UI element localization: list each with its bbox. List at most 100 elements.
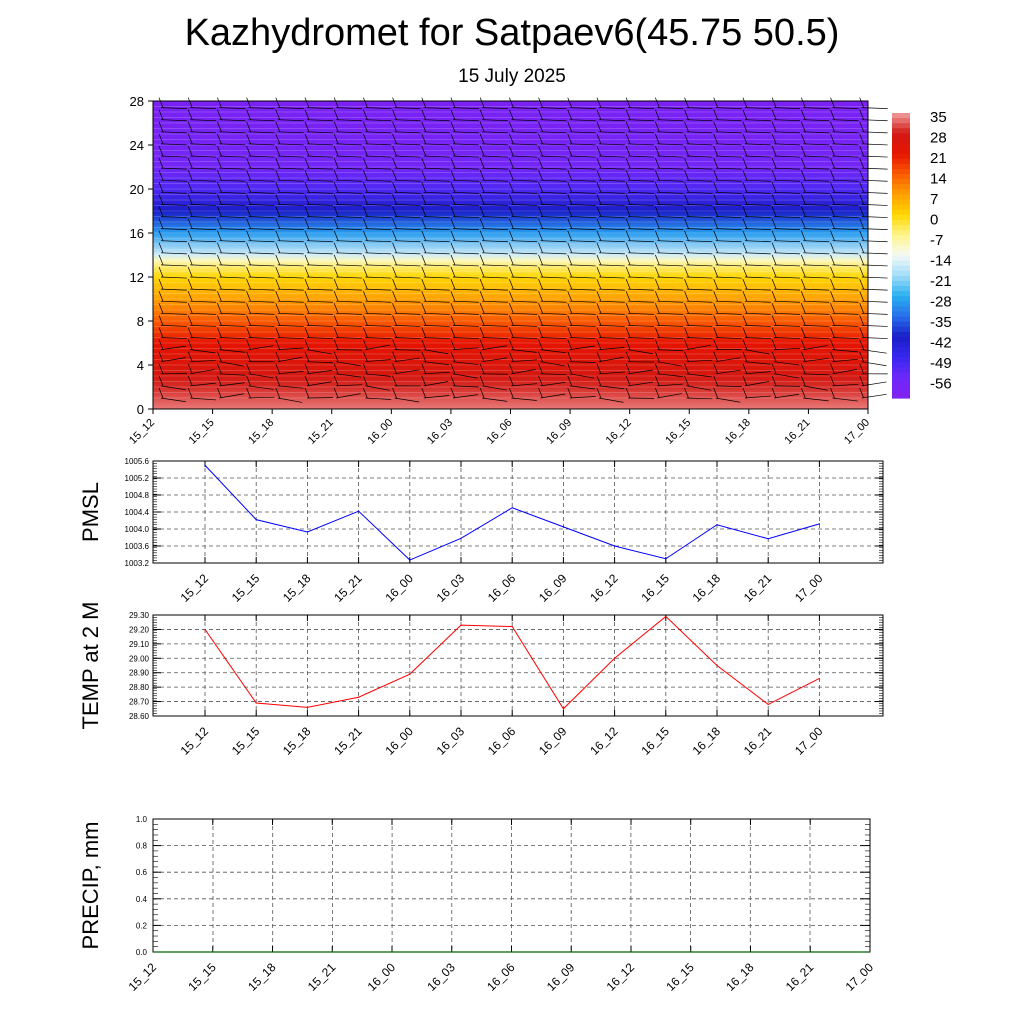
wind-barb-flag — [567, 121, 573, 132]
wind-barb-flag — [450, 327, 456, 338]
wind-barb — [774, 204, 801, 206]
wind-barb — [686, 288, 713, 291]
wind-barb — [482, 357, 508, 363]
colorbar-label: 0 — [930, 212, 938, 229]
wind-barb-flag — [363, 339, 368, 350]
wind-barb-flag — [246, 351, 251, 362]
wind-barb-flag — [304, 266, 310, 278]
wind-barb — [190, 276, 217, 279]
data-point — [460, 537, 462, 539]
wind-barb — [569, 155, 596, 158]
wind-barb — [861, 179, 888, 182]
y-tick-label: 0.8 — [136, 842, 148, 851]
wind-barb-flag — [800, 121, 806, 132]
wind-barb-flag — [421, 218, 427, 229]
wind-barb — [686, 155, 713, 158]
wind-barb — [569, 361, 596, 363]
wind-barb-flag — [509, 278, 514, 290]
wind-barb-flag — [392, 109, 397, 120]
wind-barb-flag — [450, 363, 456, 374]
wind-barb — [190, 131, 217, 134]
wind-barb-flag — [859, 97, 865, 108]
wind-barb-flag — [158, 182, 164, 193]
wind-barb — [540, 167, 567, 170]
wind-barb-flag — [509, 327, 514, 338]
wind-barb-flag — [275, 327, 281, 338]
wind-barb — [832, 312, 859, 315]
wind-barb-flag — [830, 315, 835, 326]
wind-barb — [394, 240, 421, 243]
wind-barb — [715, 228, 742, 230]
wind-barb-flag — [363, 363, 368, 374]
wind-barb — [628, 381, 654, 387]
wind-barb — [423, 371, 450, 375]
wind-barb — [774, 373, 799, 379]
wind-barb — [277, 119, 304, 122]
x-tick-label: 16_09 — [544, 960, 578, 994]
wind-barb-flag — [217, 97, 222, 108]
wind-barb-flag — [830, 387, 835, 399]
wind-barb-flag — [684, 242, 689, 253]
wind-barb-flag — [655, 254, 660, 266]
wind-barb — [190, 252, 217, 255]
wind-barb-flag — [363, 230, 368, 241]
wind-barb-flag — [859, 351, 865, 362]
wind-barb-flag — [392, 194, 397, 205]
wind-barb-flag — [333, 375, 339, 387]
wind-barb — [394, 369, 420, 375]
wind-barb — [540, 131, 567, 134]
wind-barb-flag — [275, 157, 281, 169]
wind-barb-flag — [742, 109, 748, 120]
wind-barb — [715, 264, 742, 267]
wind-barb — [803, 312, 830, 315]
wind-barb-flag — [479, 230, 485, 241]
wind-barb — [511, 228, 538, 230]
colorbar-swatch — [892, 133, 910, 140]
wind-barb-flag — [830, 206, 835, 217]
wind-barb-flag — [538, 266, 543, 278]
wind-barb — [190, 240, 217, 243]
wind-barb — [715, 288, 742, 291]
wind-barb-flag — [859, 121, 865, 132]
wind-barb — [423, 395, 450, 399]
wind-barb-flag — [625, 351, 631, 362]
wind-barb-flag — [800, 327, 806, 338]
wind-barb-flag — [684, 157, 689, 169]
colorbar-label: 28 — [930, 130, 947, 147]
wind-barb — [482, 191, 509, 194]
wind-barb-flag — [187, 230, 193, 241]
wind-barb — [861, 119, 888, 122]
wind-barb-flag — [742, 121, 748, 132]
wind-barb-flag — [830, 121, 835, 132]
wind-barb — [277, 131, 304, 134]
wind-barb — [657, 204, 684, 206]
wind-barb-flag — [217, 121, 222, 132]
wind-barb — [423, 107, 450, 109]
wind-barb — [277, 264, 304, 267]
wind-barb — [219, 337, 246, 339]
wind-barb — [686, 228, 713, 230]
wind-barb-flag — [655, 375, 660, 387]
wind-barb — [686, 131, 713, 134]
wind-barb-flag — [363, 206, 368, 217]
wind-barb — [190, 143, 217, 146]
wind-barb — [277, 312, 304, 315]
wind-barb — [803, 107, 830, 109]
wind-barb — [861, 204, 888, 206]
wind-barb — [452, 373, 478, 379]
wind-barb — [452, 300, 479, 303]
x-tick-label: 15_21 — [305, 960, 339, 994]
wind-barb-flag — [275, 278, 281, 290]
wind-barb — [628, 143, 655, 146]
wind-barb-flag — [333, 109, 339, 120]
wind-barb — [861, 191, 888, 194]
wind-barb-flag — [742, 145, 748, 157]
wind-barb-flag — [567, 170, 573, 181]
wind-barb-flag — [713, 339, 719, 350]
wind-barb-flag — [830, 97, 835, 108]
wind-barb-flag — [246, 303, 251, 314]
wind-barb-flag — [187, 363, 193, 374]
data-point — [358, 696, 360, 698]
colorbar-swatch — [892, 291, 910, 297]
wind-barb — [452, 191, 479, 194]
